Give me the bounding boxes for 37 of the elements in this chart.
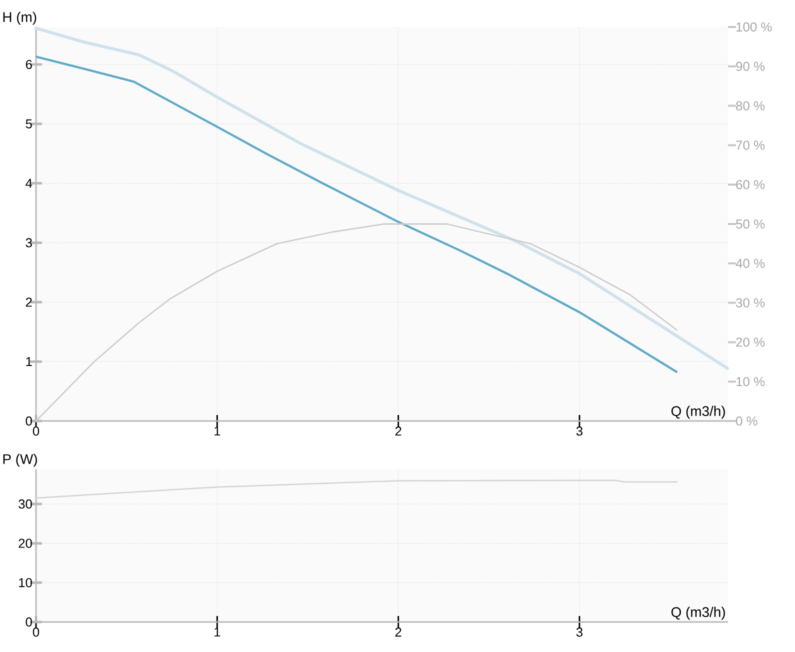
y-tick-label: 0 (26, 416, 32, 426)
x-tick-label: 0 (32, 628, 40, 637)
y-tick-label: 1 (26, 357, 32, 366)
y2-tick-label: 80 % (736, 101, 765, 110)
y2-tick-label: 70 % (736, 140, 765, 150)
line-series (34, 56, 678, 374)
y-tick-label: 30 (18, 499, 32, 509)
y-axis-title: H (m) (3, 12, 36, 25)
y2-tick-label: 60 % (736, 180, 765, 190)
y2-tick-label: 50 % (736, 219, 765, 229)
y-tick-label: 3 (26, 238, 32, 248)
y2-tick-label: 100 % (736, 22, 772, 32)
x-tick-label: 3 (576, 628, 583, 637)
y-tick-label: 6 (26, 60, 32, 70)
y-tick-label: 10 (19, 578, 32, 588)
y-tick-label: 4 (26, 178, 32, 188)
line-series (34, 26, 730, 370)
y2-tick-label: 30 % (736, 298, 765, 308)
x-tick-label: 1 (214, 426, 220, 436)
x-axis-title: Q (m3/h) (671, 406, 725, 419)
x-tick-label: 0 (32, 426, 40, 436)
x-tick-label: 2 (395, 628, 402, 637)
y-tick-label: 5 (26, 119, 32, 128)
y-axis-title: P (W) (3, 454, 37, 467)
y-tick-label: 0 (26, 617, 32, 627)
y2-tick-label: 0 % (736, 416, 758, 426)
y2-tick-label: 40 % (736, 258, 765, 268)
y2-tick-label: 10 % (736, 377, 765, 386)
line-series (35, 480, 678, 499)
x-axis-title: Q (m3/h) (671, 606, 725, 620)
y-tick-label: 20 (18, 538, 32, 548)
x-tick-label: 1 (214, 628, 220, 636)
y2-tick-label: 20 % (736, 338, 765, 347)
x-tick-label: 3 (576, 426, 583, 436)
y-tick-label: 2 (26, 298, 32, 307)
x-tick-label: 2 (395, 426, 402, 436)
y2-tick-label: 90 % (736, 62, 765, 71)
